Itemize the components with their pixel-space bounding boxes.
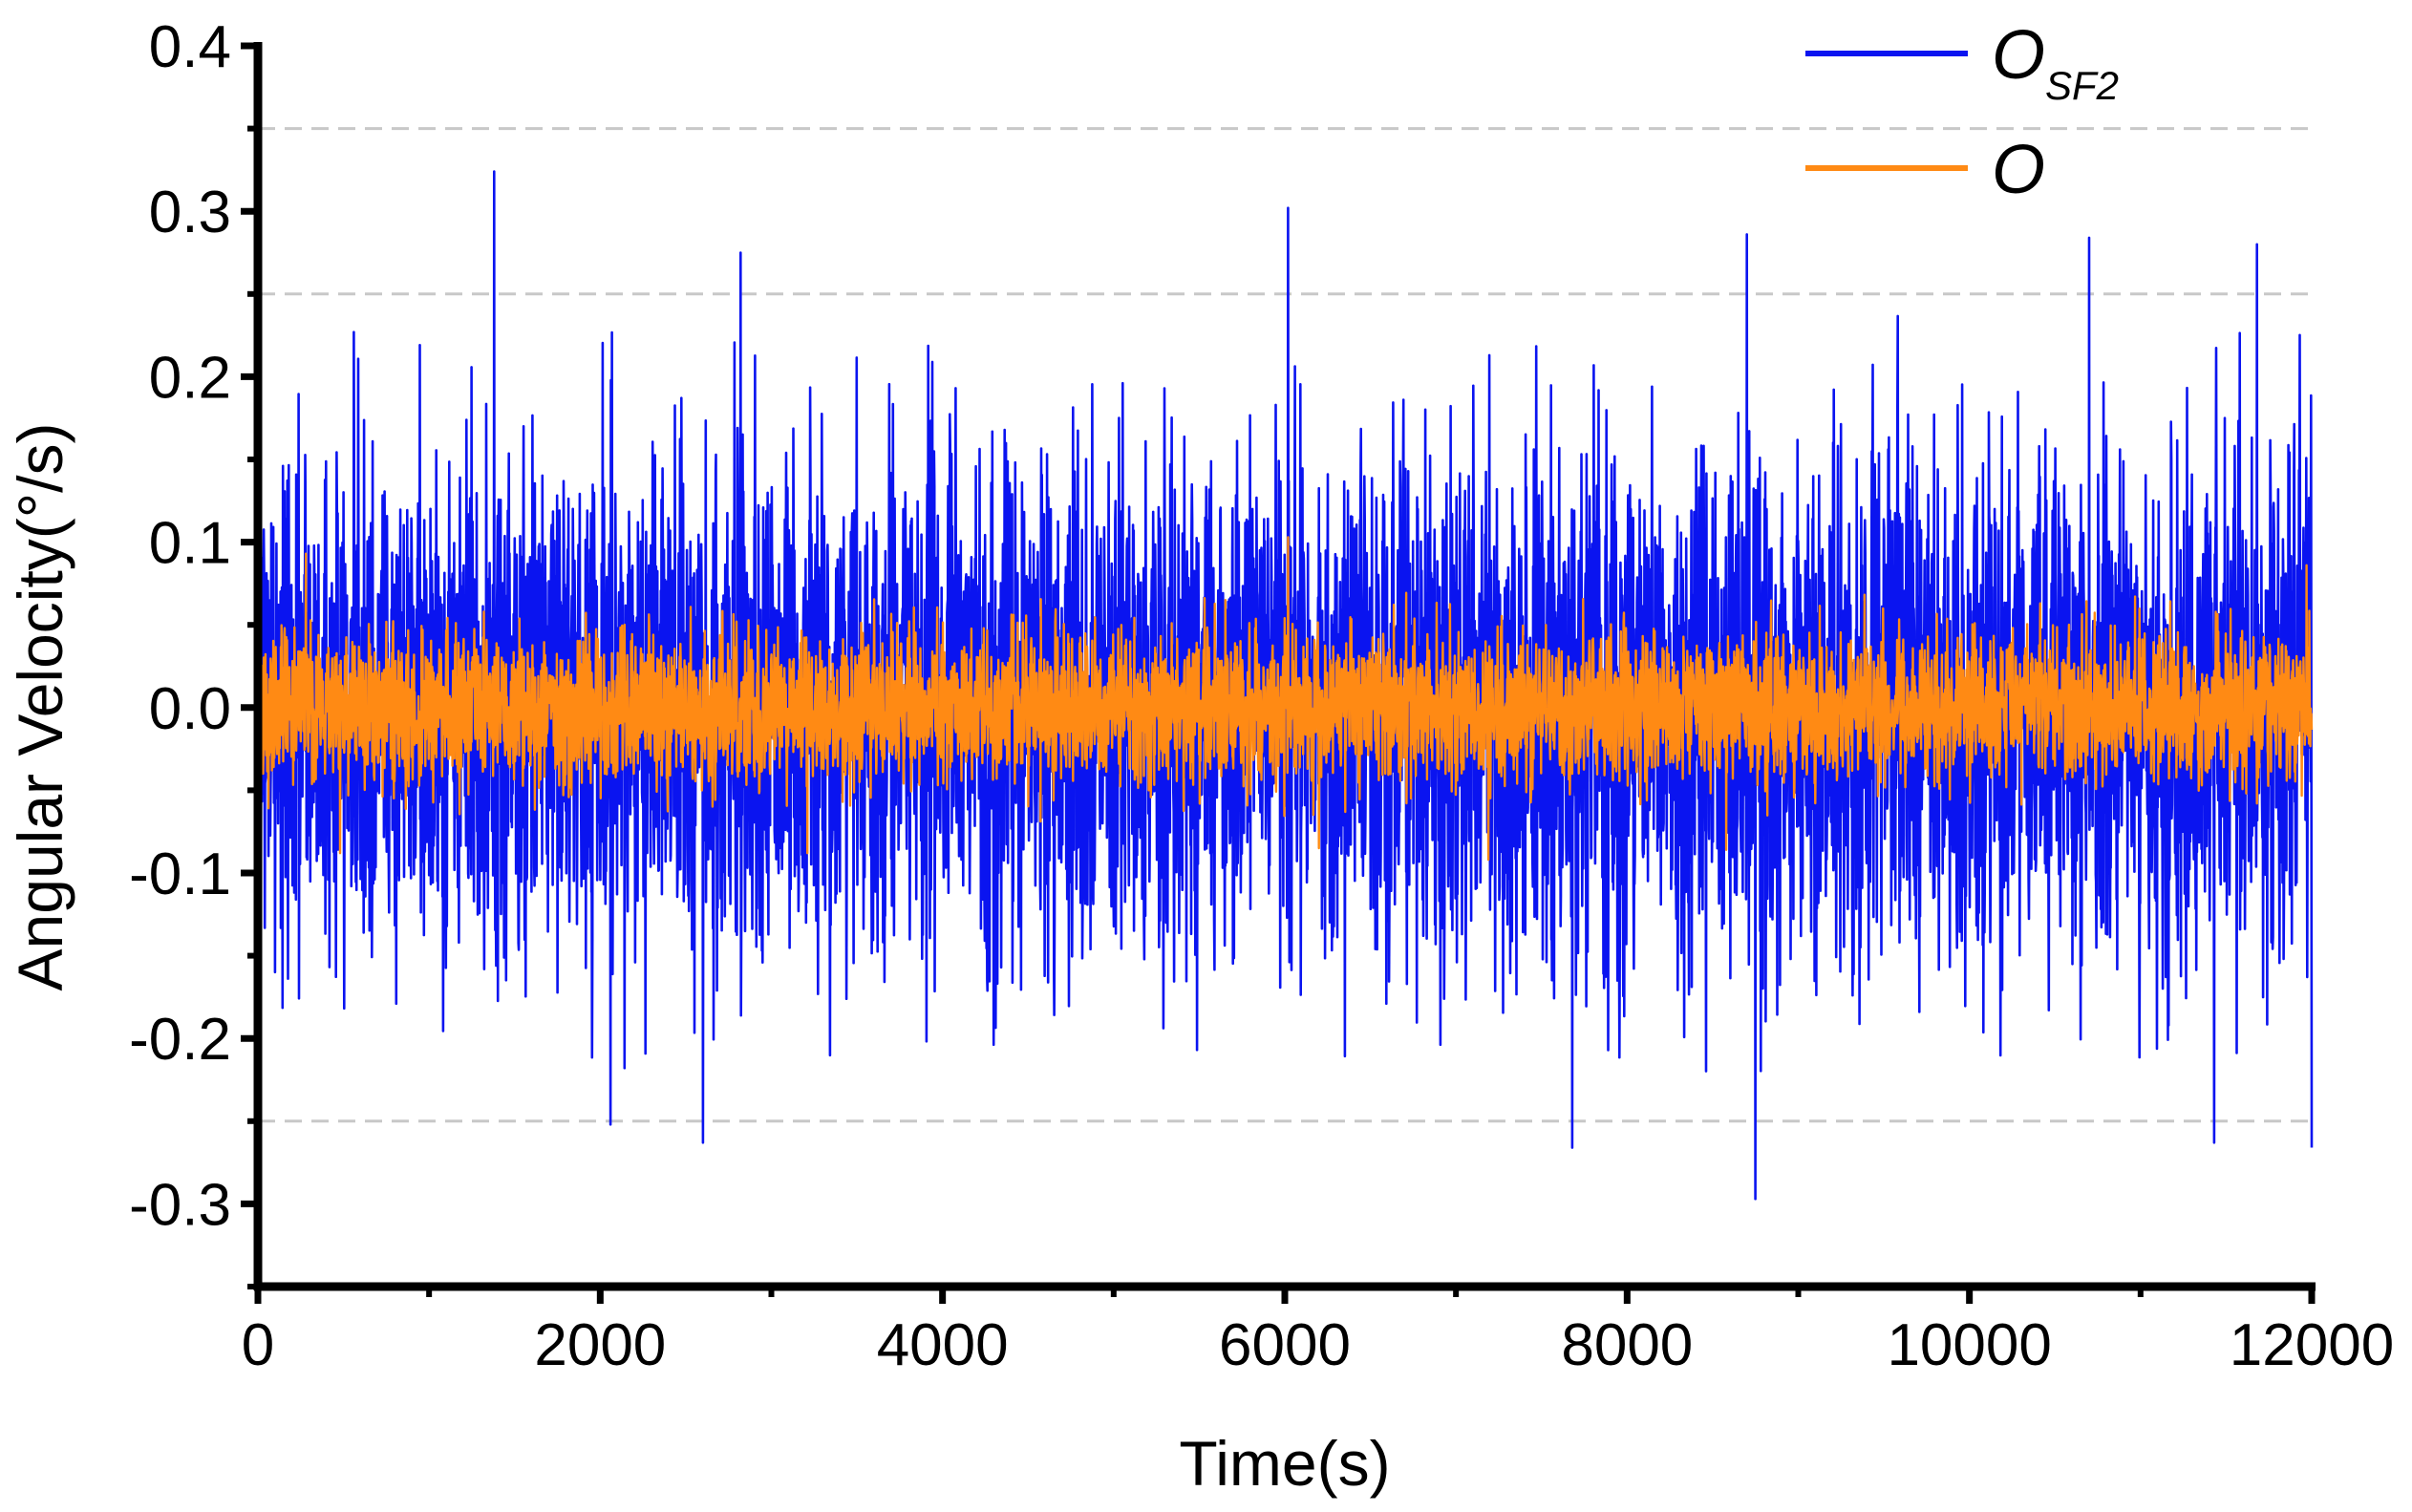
y-tick-label: 0.0 [149, 676, 231, 742]
x-tick-label: 6000 [1219, 1312, 1351, 1378]
ticks: -0.3 -0.2 -0.1 0.0 0.1 0.2 0.3 0.4 0 2000 4000 6000… [129, 14, 2394, 1378]
series-line-o [256, 536, 2314, 862]
x-tick-label: 2000 [534, 1312, 666, 1378]
y-tick-label: -0.2 [129, 1007, 231, 1073]
y-tick-label: 0.2 [149, 345, 231, 411]
legend-label-osf2-sub: SF2 [2045, 63, 2119, 108]
legend-label-osf2: OSF2 [1992, 17, 2119, 108]
series-layer [256, 170, 2314, 1201]
x-tick-label: 4000 [877, 1312, 1009, 1378]
legend-label-osf2-main: O [1992, 17, 2045, 94]
y-tick-label: -0.1 [129, 841, 231, 907]
x-tick-label: 10000 [1887, 1312, 2051, 1378]
y-tick-label: 0.4 [149, 14, 231, 80]
legend-label-o: O [1992, 132, 2045, 208]
legend: OSF2 O [1805, 17, 2119, 208]
x-tick-label: 12000 [2230, 1312, 2394, 1378]
x-tick-label: 8000 [1561, 1312, 1693, 1378]
x-axis-title: Time(s) [1179, 1428, 1390, 1499]
y-tick-label: 0.3 [149, 180, 231, 245]
y-tick-label: -0.3 [129, 1172, 231, 1238]
x-tick-label: 0 [242, 1312, 274, 1378]
y-axis-title: Angular Velocity(°/s) [5, 423, 75, 991]
y-tick-label: 0.1 [149, 511, 231, 577]
